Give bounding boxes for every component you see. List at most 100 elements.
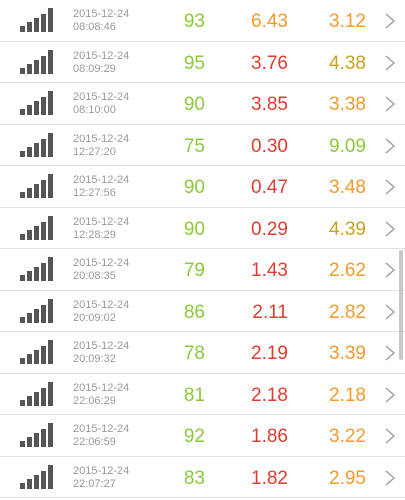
signal-strength-icon [20,423,54,447]
value-primary: 1.43 [251,260,288,281]
timestamp-date: 2015-12-24 [73,132,130,145]
list-item[interactable]: 2015-12-24 12:27:56 90 0.47 3.48 [0,166,405,208]
signal-strength-icon [20,8,54,32]
value-secondary: 2.18 [329,384,366,406]
value-primary: 3.76 [251,52,288,74]
value-secondary: 3.22 [329,426,366,447]
chevron-right-icon[interactable] [384,387,396,403]
value-secondary: 4.39 [329,218,366,240]
timestamp-time: 12:27:56 [73,187,116,199]
chevron-right-icon[interactable] [384,304,396,320]
timestamp-date: 2015-12-24 [73,91,130,103]
timestamp-date: 2015-12-24 [73,8,130,20]
value-secondary: 3.12 [329,11,366,32]
timestamp-date: 2015-12-24 [73,174,130,186]
signal-strength-icon [20,215,54,240]
value-secondary: 3.39 [329,343,366,364]
score-value: 90 [183,177,205,198]
value-primary: 2.11 [252,301,288,323]
chevron-right-icon[interactable] [384,428,396,444]
signal-strength-icon [20,340,54,364]
score-value: 92 [183,426,205,447]
signal-strength-icon [20,381,54,406]
timestamp: 2015-12-24 22:06:29 [73,382,163,408]
signal-strength-icon [20,174,54,198]
list-item[interactable]: 2015-12-24 08:10:00 90 3.85 3.38 [0,83,405,125]
list-item[interactable]: 2015-12-24 08:08:46 93 6.43 3.12 [0,0,405,42]
signal-strength-icon [20,91,54,115]
timestamp-time: 12:28:29 [73,228,116,241]
timestamp-time: 22:06:29 [73,394,116,407]
score-value: 75 [183,135,205,157]
timestamp-time: 22:06:59 [73,436,116,448]
score-value: 90 [183,94,205,115]
score-value: 78 [183,343,205,364]
signal-strength-icon [20,132,54,157]
list-item[interactable]: 2015-12-24 22:06:59 92 1.86 3.22 [0,415,405,457]
value-secondary: 3.48 [329,177,366,198]
value-secondary: 2.95 [329,467,366,489]
list-item[interactable]: 2015-12-24 22:07:27 83 1.82 2.95 [0,457,405,498]
list-item[interactable]: 2015-12-24 22:06:29 81 2.18 2.18 [0,374,405,415]
value-primary: 0.30 [251,135,288,157]
timestamp-date: 2015-12-24 [73,423,130,435]
timestamp-time: 22:07:27 [73,477,116,490]
timestamp-date: 2015-12-24 [73,464,130,477]
timestamp: 2015-12-24 12:27:56 [73,174,163,200]
chevron-right-icon[interactable] [384,138,396,154]
score-value: 86 [183,301,205,323]
timestamp: 2015-12-24 12:27:20 [73,133,163,159]
list-item[interactable]: 2015-12-24 12:27:20 75 0.30 9.09 [0,125,405,166]
value-primary: 1.86 [251,426,288,447]
timestamp-date: 2015-12-24 [73,381,130,394]
chevron-right-icon[interactable] [384,221,396,237]
timestamp-date: 2015-12-24 [73,298,130,311]
timestamp: 2015-12-24 12:28:29 [73,216,163,242]
score-value: 83 [183,467,205,489]
timestamp-time: 08:09:29 [73,62,116,75]
chevron-right-icon[interactable] [384,13,396,29]
timestamp-time: 08:10:00 [73,104,116,116]
list-item[interactable]: 2015-12-24 12:28:29 90 0.29 4.39 [0,208,405,249]
timestamp-time: 08:08:46 [73,21,116,33]
list-item[interactable]: 2015-12-24 20:09:02 86 2.11 2.82 [0,291,405,332]
value-secondary: 3.38 [329,94,366,115]
timestamp: 2015-12-24 08:08:46 [73,8,163,34]
timestamp-time: 12:27:20 [73,145,116,158]
timestamp-date: 2015-12-24 [73,257,130,269]
value-secondary: 9.09 [329,135,366,157]
score-value: 81 [183,384,205,406]
score-value: 90 [183,218,205,240]
value-secondary: 2.62 [329,260,366,281]
chevron-right-icon[interactable] [384,179,396,195]
list-item[interactable]: 2015-12-24 08:09:29 95 3.76 4.38 [0,42,405,83]
chevron-right-icon[interactable] [384,470,396,486]
timestamp: 2015-12-24 20:09:02 [73,299,163,325]
timestamp: 2015-12-24 22:06:59 [73,423,163,449]
score-value: 95 [183,52,205,74]
value-primary: 0.29 [251,218,288,240]
timestamp: 2015-12-24 08:09:29 [73,50,163,76]
timestamp-date: 2015-12-24 [73,340,130,352]
signal-strength-icon [20,464,54,489]
timestamp-time: 20:09:32 [73,353,116,365]
value-primary: 2.19 [251,343,288,364]
chevron-right-icon[interactable] [384,96,396,112]
signal-strength-icon [20,298,54,323]
value-secondary: 4.38 [329,52,366,74]
timestamp-time: 20:08:35 [73,270,116,282]
scrollbar[interactable] [399,250,403,360]
score-value: 79 [183,260,205,281]
score-value: 93 [183,11,205,32]
list-item[interactable]: 2015-12-24 20:08:35 79 1.43 2.62 [0,249,405,291]
list-item[interactable]: 2015-12-24 20:09:32 78 2.19 3.39 [0,332,405,374]
chevron-right-icon[interactable] [384,345,396,361]
value-secondary: 2.82 [329,301,366,323]
timestamp-time: 20:09:02 [73,311,116,324]
timestamp-date: 2015-12-24 [73,49,130,62]
chevron-right-icon[interactable] [384,55,396,71]
value-primary: 0.47 [251,177,288,198]
value-primary: 3.85 [251,94,288,115]
chevron-right-icon[interactable] [384,262,396,278]
